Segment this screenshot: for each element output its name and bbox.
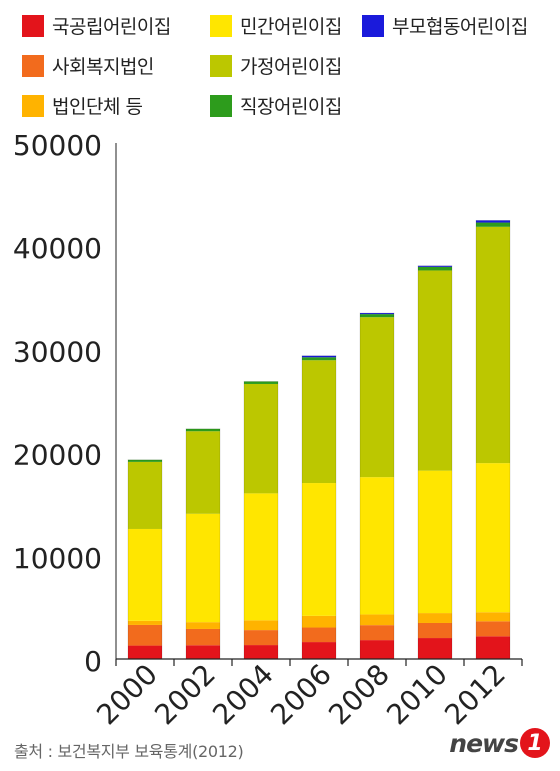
bar-segment (302, 615, 336, 628)
bar-segment (476, 636, 510, 659)
legend-item: 가정어린이집 (210, 52, 342, 79)
bar-segment (360, 477, 394, 615)
bar-segment (186, 513, 220, 623)
legend-swatch (22, 54, 44, 77)
bar-segment (186, 622, 220, 629)
bar-segment (186, 431, 220, 514)
x-tick-label: 2006 (264, 658, 338, 732)
bar-segment (418, 613, 452, 623)
logo-badge: 1 (520, 728, 550, 758)
bar-segment (418, 622, 452, 639)
y-tick-label: 0 (84, 645, 102, 678)
legend-swatch (210, 54, 232, 77)
bar-segment (476, 226, 510, 464)
bar-segment (476, 612, 510, 622)
legend-label: 민간어린이집 (240, 16, 342, 38)
bar-segment (186, 645, 220, 659)
bar-segment (360, 625, 394, 641)
legend-swatch (22, 14, 44, 37)
x-tick-label: 2004 (206, 658, 280, 732)
bar-segment (302, 360, 336, 484)
x-tick-label: 2012 (438, 658, 512, 732)
bar-segment (302, 483, 336, 616)
bar-segment (476, 621, 510, 637)
bar-segment (186, 628, 220, 646)
bar-segment (244, 381, 278, 384)
logo-text: news (449, 728, 519, 758)
bar-segment (302, 627, 336, 643)
bar-segment (302, 642, 336, 659)
bar-segment (244, 383, 278, 494)
bar-segment (128, 624, 162, 646)
bar-segment (418, 266, 452, 271)
x-tick-label: 2010 (380, 658, 454, 732)
bar-segment (244, 620, 278, 631)
bar-segment (360, 314, 394, 318)
bar-segment (418, 638, 452, 659)
bar-segment (360, 313, 394, 315)
y-tick-label: 20000 (13, 439, 102, 472)
bar-segment (244, 645, 278, 659)
legend-item: 민간어린이집 (210, 12, 342, 39)
bar-segment (128, 620, 162, 625)
bar-segment (128, 528, 162, 621)
legend-item: 법인단체 등 (22, 92, 143, 119)
bar-segment (128, 645, 162, 659)
legend-item: 부모협동어린이집 (362, 12, 528, 39)
legend-item: 사회복지법인 (22, 52, 154, 79)
legend-item: 국공립어린이집 (22, 12, 171, 39)
legend-swatch (22, 94, 44, 117)
bar-segment (128, 459, 162, 462)
legend-swatch (210, 94, 232, 117)
y-tick-label: 30000 (13, 335, 102, 368)
legend-label: 사회복지법인 (52, 56, 154, 78)
source-note: 출처 : 보건복지부 보육통계(2012) (14, 742, 244, 761)
bar-segment (418, 270, 452, 471)
bar-segment (186, 428, 220, 432)
bar-segment (244, 630, 278, 646)
legend-swatch (210, 14, 232, 37)
bar-segment (302, 357, 336, 361)
bar-segment (418, 265, 452, 267)
bar-segment (476, 222, 510, 227)
legend-item: 직장어린이집 (210, 92, 342, 119)
bar-segment (128, 461, 162, 529)
bar-segment (476, 463, 510, 613)
bar-segment (360, 640, 394, 659)
legend-label: 직장어린이집 (240, 96, 342, 118)
legend-swatch (362, 14, 384, 37)
bar-segment (360, 317, 394, 478)
legend-label: 법인단체 등 (52, 96, 143, 118)
y-tick-label: 50000 (13, 129, 102, 162)
x-tick-label: 2008 (322, 658, 396, 732)
bar-segment (302, 355, 336, 358)
y-tick-label: 40000 (13, 232, 102, 265)
news1-logo: news 1 (449, 728, 550, 758)
legend-label: 부모협동어린이집 (392, 16, 528, 38)
bar-segment (476, 220, 510, 223)
bar-segment (418, 470, 452, 614)
legend-label: 가정어린이집 (240, 56, 342, 78)
x-tick-label: 2002 (148, 658, 222, 732)
legend-label: 국공립어린이집 (52, 16, 171, 38)
y-tick-label: 10000 (13, 542, 102, 575)
bar-segment (244, 493, 278, 621)
bar-segment (360, 614, 394, 626)
